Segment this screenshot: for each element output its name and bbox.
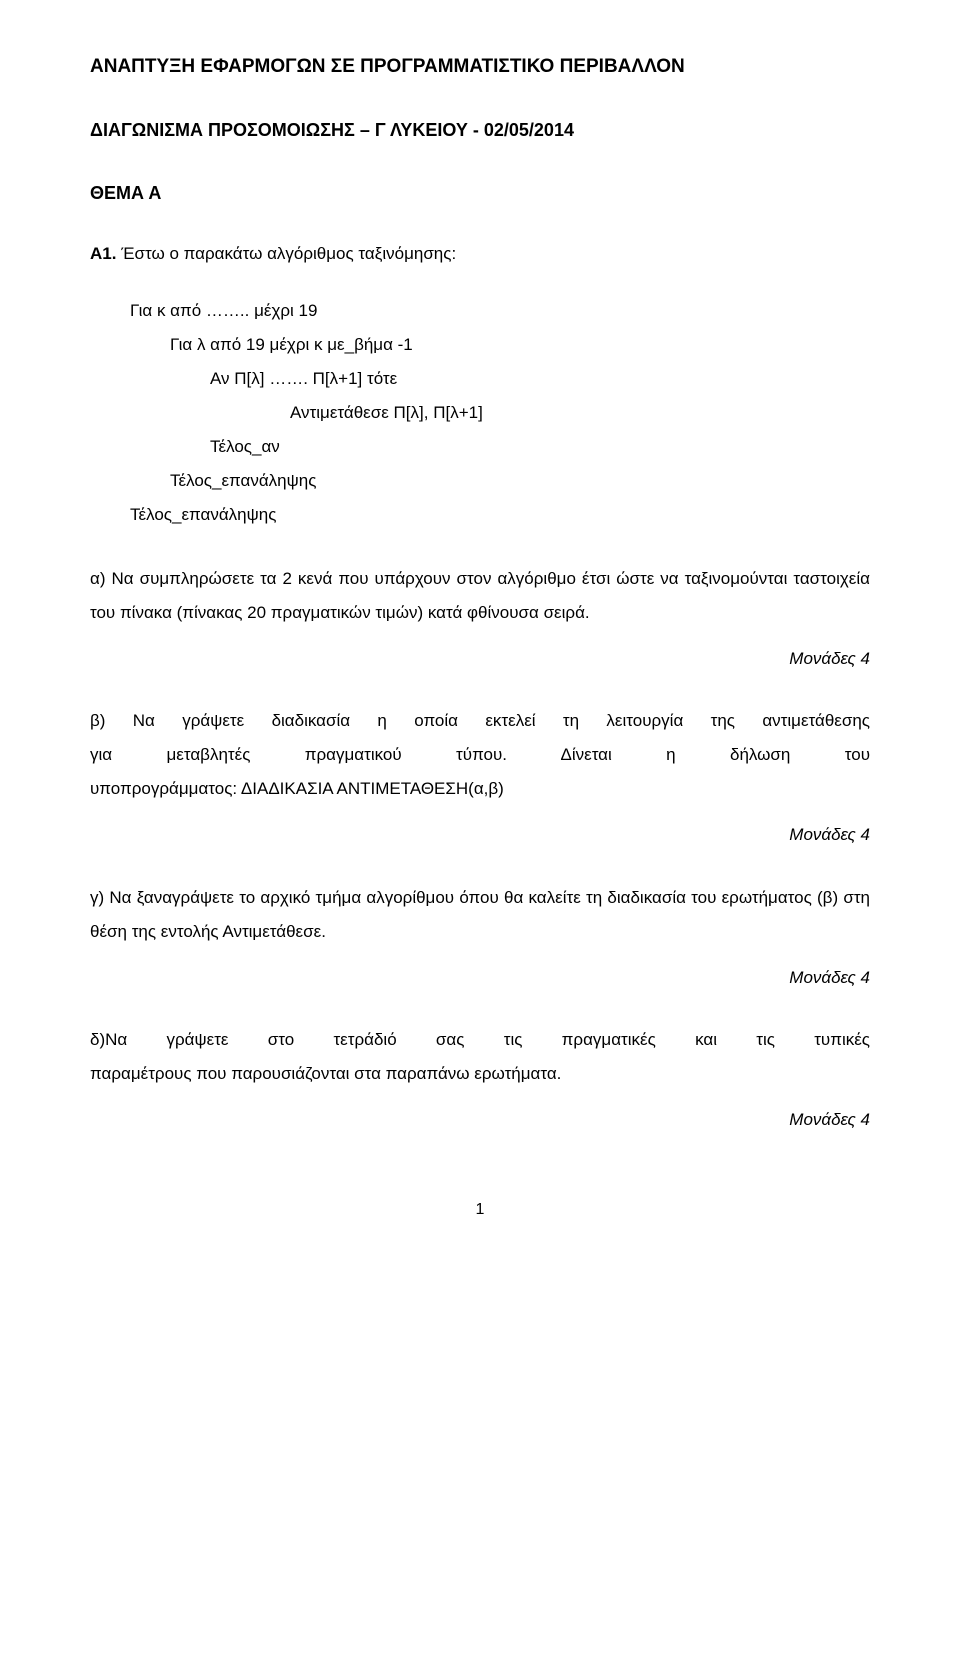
code-line-6: Τέλος_επανάληψης — [130, 464, 870, 498]
question-delta-line2: παραμέτρους που παρουσιάζονται στα παραπ… — [90, 1057, 870, 1091]
section-heading-thema-a: ΘΕΜΑ Α — [90, 177, 870, 209]
question-delta: δ)Να γράψετε στο τετράδιό σας τις πραγμα… — [90, 1023, 870, 1091]
code-line-7: Τέλος_επανάληψης — [130, 498, 870, 532]
code-line-5: Τέλος_αν — [130, 430, 870, 464]
question-beta: β) Να γράψετε διαδικασία η οποία εκτελεί… — [90, 704, 870, 806]
question-a1-label: Α1. — [90, 244, 116, 263]
code-line-3: Αν Π[λ] ……. Π[λ+1] τότε — [130, 362, 870, 396]
points-gamma: Μονάδες 4 — [90, 963, 870, 994]
points-beta: Μονάδες 4 — [90, 820, 870, 851]
question-a1-text: Έστω ο παρακάτω αλγόριθμος ταξινόμησης: — [116, 244, 456, 263]
question-delta-line1: δ)Να γράψετε στο τετράδιό σας τις πραγμα… — [90, 1023, 870, 1057]
points-alpha: Μονάδες 4 — [90, 644, 870, 675]
page-number: 1 — [90, 1196, 870, 1225]
question-gamma: γ) Να ξαναγράψετε το αρχικό τμήμα αλγορί… — [90, 881, 870, 949]
question-beta-line2: για μεταβλητές πραγματικού τύπου. Δίνετα… — [90, 738, 870, 772]
points-delta: Μονάδες 4 — [90, 1105, 870, 1136]
document-title: ΑΝΑΠΤΥΞΗ ΕΦΑΡΜΟΓΩΝ ΣΕ ΠΡΟΓΡΑΜΜΑΤΙΣΤΙΚΟ Π… — [90, 50, 870, 84]
question-a1-intro: Α1. Έστω ο παρακάτω αλγόριθμος ταξινόμησ… — [90, 239, 870, 270]
document-subtitle: ΔΙΑΓΩΝΙΣΜΑ ΠΡΟΣΟΜΟΙΩΣΗΣ – Γ ΛΥΚΕΙΟΥ - 02… — [90, 114, 870, 146]
question-beta-line3: υποπρογράμματος: ΔΙΑΔΙΚΑΣΙΑ ΑΝΤΙΜΕΤΑΘΕΣΗ… — [90, 772, 870, 806]
code-line-4: Αντιμετάθεσε Π[λ], Π[λ+1] — [130, 396, 870, 430]
algorithm-code-block: Για κ από …….. μέχρι 19 Για λ από 19 μέχ… — [130, 294, 870, 532]
code-line-2: Για λ από 19 μέχρι κ με_βήμα -1 — [130, 328, 870, 362]
question-beta-line1: β) Να γράψετε διαδικασία η οποία εκτελεί… — [90, 704, 870, 738]
question-alpha: α) Να συμπληρώσετε τα 2 κενά που υπάρχου… — [90, 562, 870, 630]
code-line-1: Για κ από …….. μέχρι 19 — [130, 294, 870, 328]
